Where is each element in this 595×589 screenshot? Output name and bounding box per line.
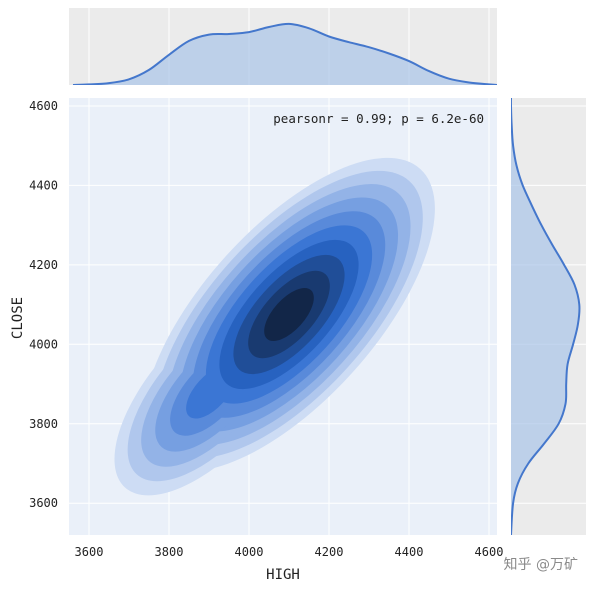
- y-tick-label: 4000: [29, 337, 58, 351]
- x-axis-label: HIGH: [266, 567, 300, 583]
- marginal-x-density-fill: [73, 23, 497, 85]
- marginal-y-density-line: [511, 98, 581, 535]
- x-tick-label: 3600: [75, 545, 104, 559]
- pearson-annotation: pearsonr = 0.99; p = 6.2e-60: [273, 111, 484, 126]
- x-tick-label: 4000: [235, 545, 264, 559]
- x-tick-label: 4400: [395, 545, 424, 559]
- watermark: 知乎 @万矿: [504, 556, 578, 573]
- x-axis-ticks: 3600 3800 4000 4200 4400 4600: [75, 545, 504, 559]
- kde-contour-level-10: [264, 287, 314, 342]
- y-tick-label: 4200: [29, 258, 58, 272]
- y-tick-label: 3600: [29, 496, 58, 510]
- y-axis-label: CLOSE: [10, 297, 26, 339]
- y-tick-label: 4600: [29, 99, 58, 113]
- joint-panel: pearsonr = 0.99; p = 6.2e-60: [69, 98, 497, 535]
- y-tick-label: 4400: [29, 178, 58, 192]
- marginal-x-panel: [69, 8, 497, 85]
- x-tick-label: 3800: [155, 545, 184, 559]
- y-axis-ticks: 3600 3800 4000 4200 4400 4600: [29, 99, 58, 510]
- y-tick-label: 3800: [29, 417, 58, 431]
- marginal-y-density-fill: [511, 98, 580, 535]
- marginal-y-panel: [511, 98, 586, 535]
- x-tick-label: 4200: [315, 545, 344, 559]
- marginal-x-density-line: [72, 22, 497, 85]
- x-tick-label: 4600: [475, 545, 504, 559]
- kde-contours: [114, 157, 435, 496]
